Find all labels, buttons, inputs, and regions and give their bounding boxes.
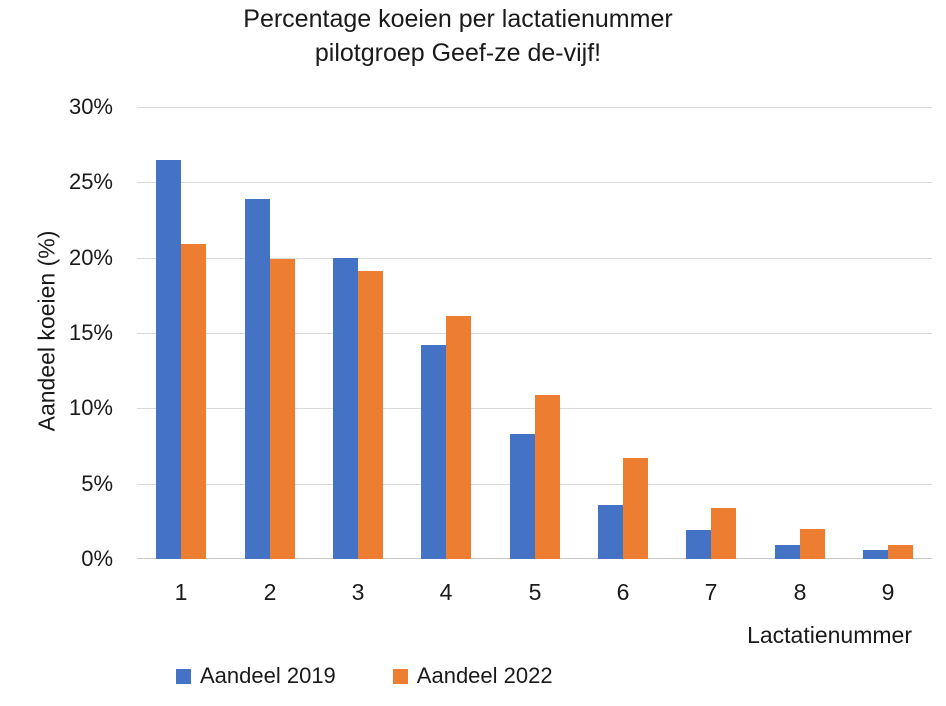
bar-aandeel-2019-cat-6 (598, 505, 623, 559)
x-axis-tick-labels: 1 2 3 4 5 6 7 8 9 (137, 577, 932, 609)
bar-aandeel-2019-cat-4 (421, 345, 446, 559)
legend-label: Aandeel 2019 (200, 663, 336, 688)
x-tick-label-5: 5 (528, 579, 542, 605)
bar-aandeel-2019-cat-8 (775, 545, 800, 559)
bar-aandeel-2022-cat-7 (711, 508, 736, 559)
bar-aandeel-2019-cat-3 (333, 258, 358, 559)
chart-title-line-2: pilotgroep Geef-ze de-vijf! (314, 39, 602, 67)
bar-aandeel-2022-cat-4 (446, 316, 471, 559)
x-tick-label-8: 8 (793, 579, 807, 605)
y-tick-label: 0% (81, 546, 113, 571)
x-axis-title: Lactatienummer (747, 622, 912, 648)
x-tick-label-9: 9 (881, 579, 895, 605)
x-tick-label-6: 6 (616, 579, 630, 605)
bar-aandeel-2019-cat-9 (863, 550, 888, 559)
x-tick-label-3: 3 (351, 579, 365, 605)
legend-item-aandeel-2019: Aandeel 2019 (176, 662, 336, 690)
y-tick-label: 10% (68, 395, 113, 421)
y-tick-label: 30% (68, 94, 113, 119)
x-tick-label-4: 4 (439, 579, 453, 605)
legend-label: Aandeel 2022 (416, 663, 553, 688)
bar-aandeel-2019-cat-2 (245, 199, 270, 559)
bar-aandeel-2019-cat-7 (686, 530, 711, 559)
gridline (137, 258, 932, 259)
bar-aandeel-2019-cat-1 (156, 160, 181, 559)
plot-area (137, 107, 932, 559)
legend: Aandeel 2019 Aandeel 2022 (176, 662, 553, 690)
y-tick-label: 15% (68, 320, 113, 345)
bar-aandeel-2022-cat-5 (535, 395, 560, 559)
gridline (137, 408, 932, 409)
bar-aandeel-2022-cat-3 (358, 271, 383, 559)
x-tick-label-2: 2 (263, 579, 277, 605)
y-tick-label: 5% (81, 470, 113, 496)
gridline (137, 107, 932, 108)
gridline (137, 333, 932, 334)
gridline (137, 182, 932, 183)
bar-aandeel-2022-cat-8 (800, 529, 825, 559)
legend-item-aandeel-2022: Aandeel 2022 (392, 662, 553, 690)
x-tick-label-1: 1 (174, 579, 188, 605)
chart-title-line-1: Percentage koeien per lactatienummer (243, 5, 673, 33)
legend-swatch-icon (392, 668, 408, 684)
bar-aandeel-2022-cat-6 (623, 458, 648, 559)
y-tick-label: 20% (68, 244, 113, 270)
legend-swatch-icon (176, 668, 191, 684)
chart-title: Percentage koeien per lactatienummer pil… (0, 2, 916, 70)
bar-aandeel-2022-cat-1 (181, 244, 206, 559)
x-tick-label-7: 7 (704, 579, 718, 605)
y-tick-label: 25% (68, 169, 113, 195)
bar-aandeel-2022-cat-9 (888, 545, 913, 559)
bar-aandeel-2022-cat-2 (270, 259, 295, 559)
bar-aandeel-2019-cat-5 (510, 434, 535, 559)
